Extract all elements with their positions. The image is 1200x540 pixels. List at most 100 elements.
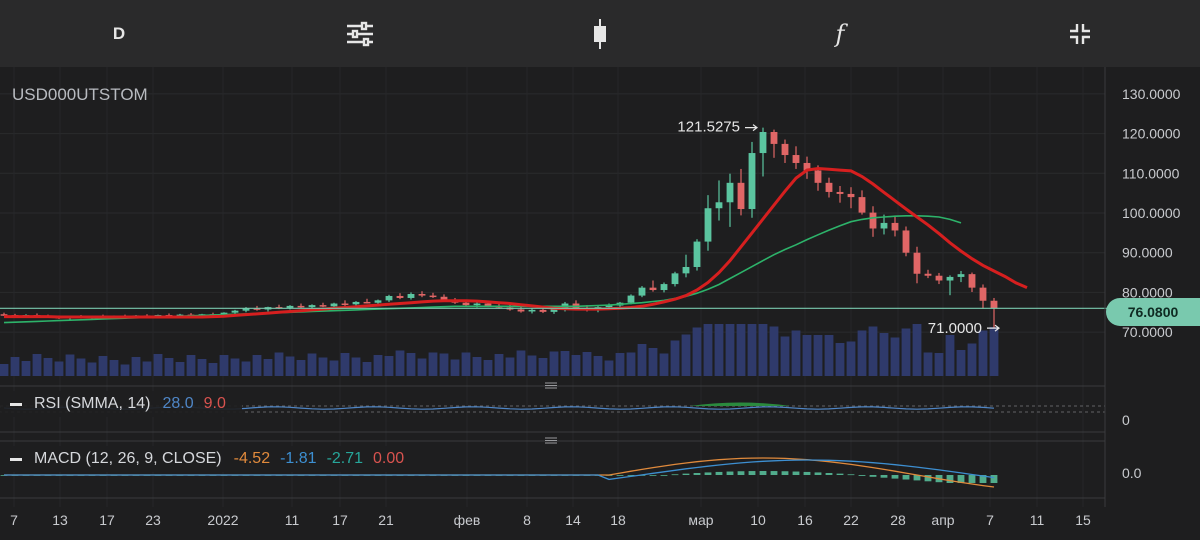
candle-body <box>0 314 8 316</box>
candle <box>836 186 844 203</box>
candle <box>363 298 371 304</box>
volume-bar <box>604 360 614 376</box>
chart-canvas[interactable]: 0 0.0 130.0000 120.0000 110.0000 100.0000 90… <box>0 67 1200 540</box>
macd-histogram-bar <box>693 473 701 475</box>
macd-histogram-bar <box>880 475 888 478</box>
volume-bar <box>219 355 229 376</box>
volume-bar <box>98 356 108 376</box>
candle-body <box>352 301 360 305</box>
candle <box>374 299 382 305</box>
macd-histogram-bar <box>781 471 789 475</box>
collapse-icon[interactable] <box>1058 14 1102 54</box>
candle-body <box>759 132 767 154</box>
time-axis-tick: 13 <box>52 512 68 528</box>
candlestick-type-icon[interactable] <box>578 14 622 54</box>
candle-body <box>396 295 404 298</box>
candle <box>660 282 668 293</box>
candle <box>891 216 899 237</box>
candle-body <box>847 193 855 198</box>
macd-histogram-bar <box>715 471 723 475</box>
macd-histogram-bar <box>671 474 679 476</box>
candle <box>396 293 404 300</box>
rsi-collapse-icon[interactable] <box>10 402 22 406</box>
volume-bar <box>76 358 86 376</box>
volume-bar <box>241 361 251 376</box>
candle-body <box>748 153 756 210</box>
candle-body <box>737 182 745 210</box>
candle-body <box>869 212 877 229</box>
indicators-function-icon[interactable]: f <box>835 20 845 48</box>
candle-body <box>341 303 349 306</box>
candle-body <box>671 273 679 285</box>
volume-bar <box>659 353 669 376</box>
candle-body <box>891 222 899 231</box>
macd-histogram-bar <box>968 475 976 483</box>
volume-bar <box>461 352 471 376</box>
candle-body <box>957 274 965 277</box>
macd-histogram-bar <box>759 471 767 475</box>
candle-body <box>286 305 294 308</box>
volume-bar <box>549 351 559 376</box>
candle-body <box>627 295 635 303</box>
volume-bar <box>131 357 141 376</box>
macd-value-1: -4.52 <box>233 450 271 467</box>
candle <box>418 291 426 298</box>
candle-body <box>990 300 998 309</box>
volume-bar <box>351 357 361 376</box>
rsi-legend: RSI (SMMA, 14) 28.0 9.0 <box>0 391 242 417</box>
rsi-name[interactable]: RSI (SMMA, 14) <box>34 395 151 412</box>
macd-value-2: -1.81 <box>280 450 317 467</box>
macd-histogram-bar <box>924 475 932 482</box>
candle-body <box>682 267 690 274</box>
volume-bar <box>516 350 526 376</box>
candle <box>429 292 437 298</box>
volume-bar <box>384 356 394 376</box>
volume-bar <box>230 358 240 376</box>
volume-bar <box>626 352 636 376</box>
macd-name[interactable]: MACD (12, 26, 9, CLOSE) <box>34 450 222 467</box>
volume-bar <box>582 352 592 376</box>
volume-bar <box>285 356 295 376</box>
volume-bar <box>868 326 878 376</box>
volume-bar <box>472 357 482 376</box>
macd-signal-line <box>4 459 995 481</box>
panel-dividers <box>0 67 1106 507</box>
time-axis-tick: 7 <box>10 512 18 528</box>
candle <box>748 141 756 218</box>
candle <box>858 190 866 215</box>
macd-histogram-bar <box>737 471 745 475</box>
macd-histogram-bar <box>704 472 712 475</box>
candle-body <box>704 208 712 242</box>
volume-bar <box>769 326 779 376</box>
macd-collapse-icon[interactable] <box>10 457 22 461</box>
macd-histogram-bar <box>957 475 965 483</box>
candle-body <box>781 143 789 156</box>
settings-sliders-icon[interactable] <box>338 14 382 54</box>
volume-bar <box>175 362 185 376</box>
candle <box>913 246 921 284</box>
volume-bar <box>703 324 713 376</box>
last-price-badge: 76.0800 <box>1106 298 1200 326</box>
price-axis-tick: 100.0000 <box>1122 205 1181 221</box>
volume-bar <box>681 334 691 376</box>
volume-bar <box>725 324 735 376</box>
volume-bar <box>109 360 119 376</box>
price-axis-tick: 110.0000 <box>1122 165 1180 181</box>
candle-body <box>308 305 316 308</box>
volume-bar <box>0 364 9 376</box>
candle-body <box>660 284 668 291</box>
candle-body <box>385 295 393 301</box>
candle <box>297 303 305 309</box>
volume-bar <box>197 359 207 376</box>
period-button[interactable]: D <box>112 24 126 43</box>
volume-bar <box>10 357 20 376</box>
candle-body <box>935 275 943 281</box>
macd-histogram-bar <box>869 475 877 477</box>
volume-bars <box>0 324 999 376</box>
volume-bar <box>945 335 955 376</box>
candle <box>638 286 646 298</box>
candle <box>957 270 965 283</box>
volume-bar <box>846 341 856 376</box>
candle-body <box>649 287 657 291</box>
volume-bar <box>362 362 372 376</box>
